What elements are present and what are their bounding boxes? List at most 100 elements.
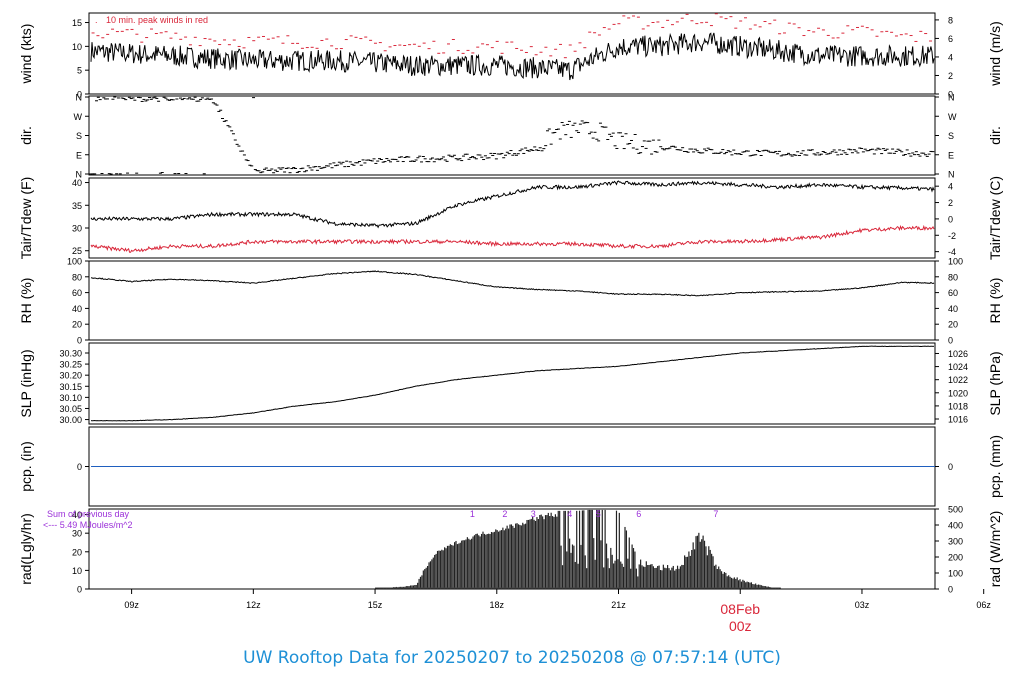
wind-ytick-label: 5 xyxy=(77,66,82,76)
rh-ytick-label: 20 xyxy=(72,320,82,330)
slp-ytick-label: 30.15 xyxy=(59,382,82,392)
temp-frame xyxy=(88,177,936,259)
wind-ytick-right-label: 2 xyxy=(948,71,953,81)
temp-ytick-label: 40 xyxy=(72,178,82,188)
rad-marker-label: 7 xyxy=(713,509,718,519)
rad-marker-label: 2 xyxy=(502,509,507,519)
slp-ytick-label: 30.25 xyxy=(59,360,82,370)
slp-ytick-right-label: 1020 xyxy=(948,388,968,398)
rad-ytick-label: 20 xyxy=(72,547,82,557)
slp-ytick-label: 30.00 xyxy=(59,415,82,425)
dir-ytick-label: N xyxy=(76,93,83,103)
rad-ylabel-right: rad (W/m^2) xyxy=(987,511,1003,588)
rad-marker-label: 5 xyxy=(596,509,601,519)
rh-ytick-label: 40 xyxy=(72,304,82,314)
temp-ytick-right-label: 2 xyxy=(948,198,953,208)
wind-ylabel: wind (kts) xyxy=(18,24,34,85)
wind-ytick-right-label: 4 xyxy=(948,52,953,62)
rad-ytick-right-label: 500 xyxy=(948,505,963,515)
dir-ylabel-right: dir. xyxy=(987,126,1003,145)
rh-ytick-label: 100 xyxy=(67,257,82,267)
xtick-label: 21z xyxy=(611,600,626,610)
slp-ytick-right-label: 1018 xyxy=(948,401,968,411)
wind-ytick-label: 15 xyxy=(72,18,82,28)
pcp-ytick-right-label: 0 xyxy=(948,462,953,472)
rad-marker-label: 1 xyxy=(470,509,475,519)
peak-wind-note: 10 min. peak winds in red xyxy=(106,15,208,25)
rh-series-line xyxy=(90,270,935,297)
slp-ytick-label: 30.05 xyxy=(59,404,82,414)
temp-ytick-right-label: 4 xyxy=(948,182,953,192)
rad-ytick-label: 40 xyxy=(72,510,82,520)
rh-ytick-label: 60 xyxy=(72,288,82,298)
rad-ytick-label: 30 xyxy=(72,529,82,539)
footer-title: UW Rooftop Data for 20250207 to 20250208… xyxy=(243,648,781,668)
dir-ytick-label: N xyxy=(76,170,83,180)
rad-marker-label: 3 xyxy=(531,509,536,519)
xtick-label: 03z xyxy=(855,600,870,610)
wind-ytick-right-label: 8 xyxy=(948,15,953,25)
dir-ylabel: dir. xyxy=(18,126,34,145)
rh-ytick-right-label: 20 xyxy=(948,320,958,330)
xtick-label: 15z xyxy=(368,600,383,610)
slp-ylabel: SLP (inHg) xyxy=(18,349,34,417)
air-temp-series-line xyxy=(90,180,935,229)
wind-frame xyxy=(88,12,936,95)
temp-ytick-label: 30 xyxy=(72,224,82,234)
rad-ylabel: rad(Lgly/hr) xyxy=(18,513,34,585)
peak-wind-legend-dot: . xyxy=(95,15,98,25)
rh-ytick-right-label: 80 xyxy=(948,272,958,282)
rh-ylabel: RH (%) xyxy=(18,278,34,324)
wind-ytick-right-label: 6 xyxy=(948,34,953,44)
xtick-label: 12z xyxy=(246,600,261,610)
xtick-label: 09z xyxy=(124,600,139,610)
temp-ytick-right-label: -4 xyxy=(948,247,956,257)
pcp-ylabel: pcp. (in) xyxy=(18,441,34,492)
wind-ytick-label: 10 xyxy=(72,42,82,52)
rad-ytick-right-label: 200 xyxy=(948,553,963,563)
temp-ytick-label: 25 xyxy=(72,246,82,256)
rad-ytick-label: 10 xyxy=(72,566,82,576)
temp-ytick-label: 35 xyxy=(72,201,82,211)
dir-ytick-right-label: N xyxy=(948,93,955,103)
rh-ytick-label: 0 xyxy=(77,336,82,346)
rh-ytick-right-label: 100 xyxy=(948,257,963,267)
pcp-ylabel-right: pcp. (mm) xyxy=(987,435,1003,498)
rh-ytick-label: 80 xyxy=(72,272,82,282)
xtick-label: 06z xyxy=(976,600,991,610)
slp-ytick-label: 30.20 xyxy=(59,371,82,381)
day-label: 08Feb xyxy=(720,601,760,617)
rad-ytick-right-label: 100 xyxy=(948,569,963,579)
rad-sum-value: <--- 5.49 MJoules/m^2 xyxy=(43,520,133,530)
dewpoint-series-line xyxy=(90,224,935,253)
dir-ytick-right-label: W xyxy=(948,112,957,122)
slp-frame xyxy=(88,342,936,425)
dir-ytick-label: S xyxy=(76,131,82,141)
slp-ytick-label: 30.30 xyxy=(59,348,82,358)
rh-ylabel-right: RH (%) xyxy=(987,278,1003,324)
rad-frame xyxy=(88,508,936,590)
wind-ylabel-right: wind (m/s) xyxy=(987,21,1003,87)
temp-ylabel: Tair/Tdew (F) xyxy=(18,177,34,259)
wind-series-line xyxy=(90,32,935,81)
slp-ytick-label: 30.10 xyxy=(59,393,82,403)
slp-ytick-right-label: 1016 xyxy=(948,415,968,425)
rh-ytick-right-label: 40 xyxy=(948,304,958,314)
rad-ytick-right-label: 300 xyxy=(948,537,963,547)
dir-ytick-label: W xyxy=(74,112,83,122)
xtick-label: 18z xyxy=(490,600,505,610)
wind-ytick-right-label: 0 xyxy=(948,90,953,100)
day-sublabel: 00z xyxy=(729,618,752,634)
rad-marker-label: 6 xyxy=(636,509,641,519)
rad-sum-note: Sum of previous day xyxy=(47,509,130,519)
slp-ytick-right-label: 1024 xyxy=(948,362,968,372)
dir-frame xyxy=(88,95,936,176)
rad-marker-label: 4 xyxy=(567,509,572,519)
dir-ytick-right-label: E xyxy=(948,150,954,160)
rh-ytick-right-label: 60 xyxy=(948,288,958,298)
rad-ytick-right-label: 0 xyxy=(948,585,953,595)
dir-ytick-right-label: N xyxy=(948,170,955,180)
dir-ytick-right-label: S xyxy=(948,131,954,141)
slp-ylabel-right: SLP (hPa) xyxy=(987,351,1003,415)
